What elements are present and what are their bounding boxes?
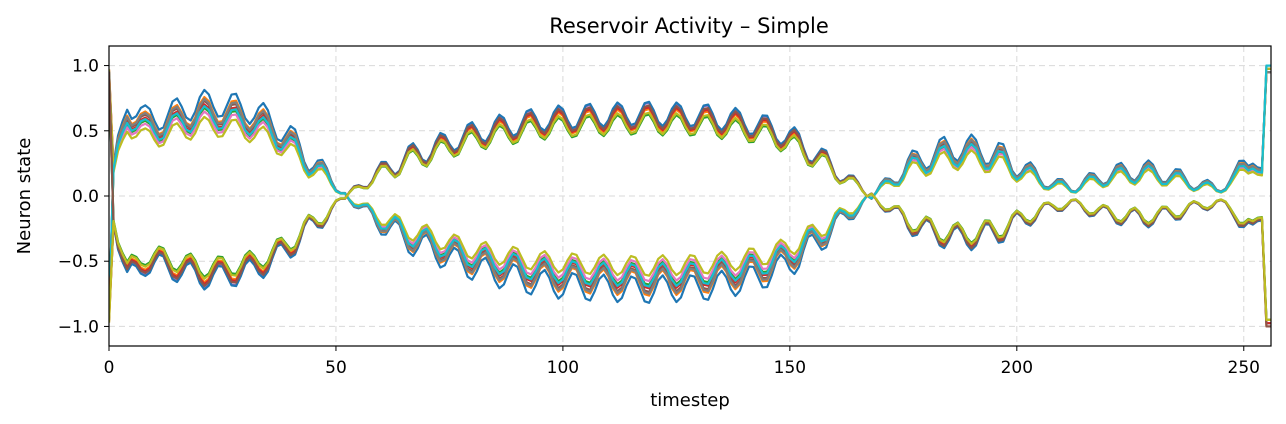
x-tick-label: 0 xyxy=(104,358,115,378)
x-tick-label: 200 xyxy=(1001,358,1033,378)
x-tick-label: 50 xyxy=(325,358,347,378)
series-line xyxy=(109,64,1271,317)
x-tick-label: 250 xyxy=(1228,358,1260,378)
y-tick-label: 0.5 xyxy=(72,122,99,142)
x-tick-label: 150 xyxy=(774,358,806,378)
chart-title: Reservoir Activity – Simple xyxy=(549,14,829,38)
y-tick-label: 0.0 xyxy=(72,187,99,207)
y-tick-label: 1.0 xyxy=(72,57,99,77)
series-line xyxy=(109,111,1271,323)
y-axis-label: Neuron state xyxy=(14,138,35,255)
y-axis-ticks: 1.0 0.5 0.0 −0.5 −1.0 xyxy=(58,57,109,337)
x-tick-label: 100 xyxy=(547,358,579,378)
y-tick-label: −0.5 xyxy=(58,252,99,272)
x-axis-label: timestep xyxy=(650,390,730,411)
series-lines xyxy=(109,64,1271,328)
x-axis-ticks: 0 50 100 150 200 250 xyxy=(104,346,1260,378)
y-tick-label: −1.0 xyxy=(58,317,99,337)
